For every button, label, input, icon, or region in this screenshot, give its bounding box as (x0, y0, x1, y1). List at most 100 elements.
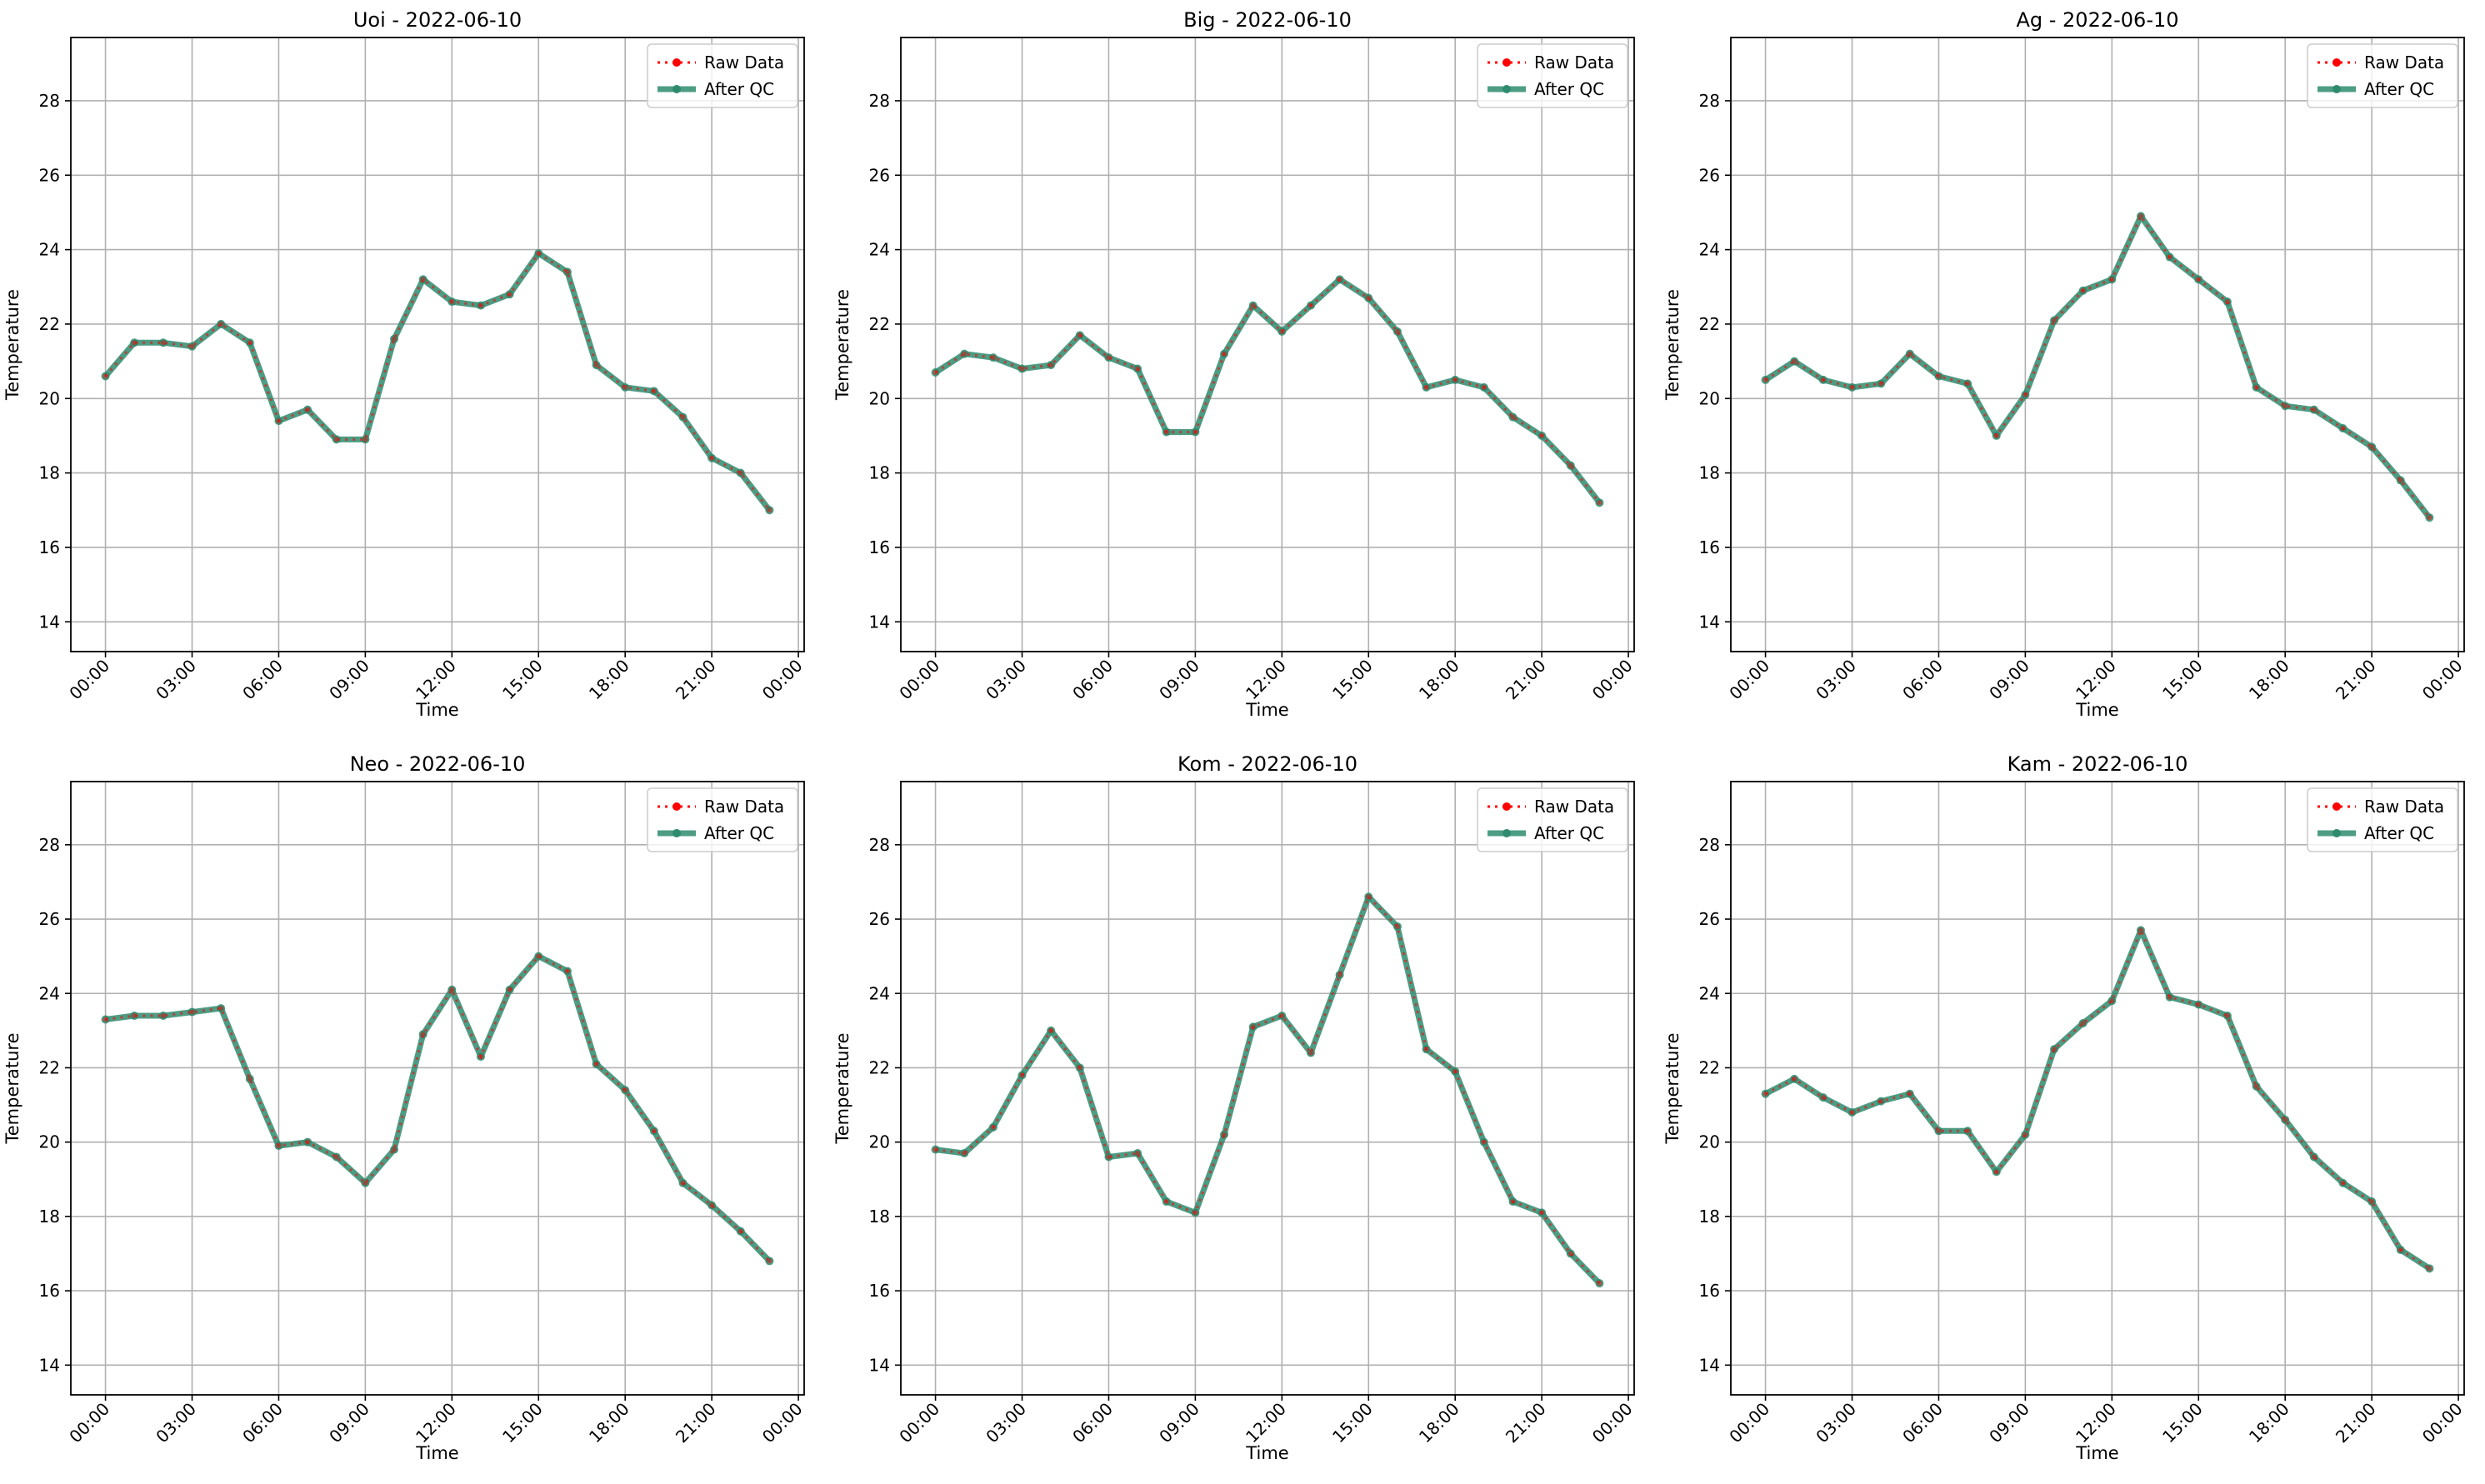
raw-data-point (1820, 1095, 1826, 1101)
raw-data-point (990, 1124, 996, 1130)
raw-data-point (1993, 1169, 1999, 1175)
raw-data-point (1048, 362, 1054, 368)
x-tick-label: 12:00 (1242, 656, 1290, 704)
raw-data-point (160, 340, 166, 346)
raw-data-point (160, 1013, 166, 1019)
raw-data-point (2340, 426, 2346, 431)
raw-data-point (1279, 328, 1285, 334)
raw-data-point (1965, 381, 1971, 387)
x-tick-label: 06:00 (1068, 1399, 1117, 1447)
x-tick-label: 15:00 (1328, 656, 1377, 704)
y-tick-label: 16 (869, 1281, 890, 1301)
after-qc-point (188, 1007, 197, 1017)
y-axis-label: Temperature (2, 289, 22, 401)
raw-data-point (2253, 1083, 2259, 1089)
legend-raw-marker (1502, 802, 1511, 811)
after-qc-point (1047, 361, 1056, 370)
raw-data-point (362, 1180, 368, 1186)
raw-data-point (564, 968, 570, 974)
after-qc-point (765, 506, 774, 515)
raw-data-point (2080, 287, 2086, 293)
x-axis-label: Time (415, 1443, 458, 1463)
raw-data-point (2167, 994, 2172, 1000)
legend: Raw Data After QC (1477, 43, 1628, 108)
subplot-3: 14 16 18 20 22 24 26 28 00:00 03:00 06:00 09:00 12:0… (1662, 8, 2467, 720)
y-tick-label: 14 (1699, 1355, 1720, 1375)
x-tick-label: 21:00 (2332, 656, 2380, 704)
raw-data-point (132, 1013, 138, 1019)
raw-data-point (2109, 277, 2115, 282)
y-tick-label: 20 (39, 1132, 60, 1152)
y-tick-label: 16 (869, 537, 890, 557)
legend-qc-label: After QC (2364, 79, 2434, 99)
legend-raw-marker (2332, 802, 2341, 811)
raw-data-point (2022, 392, 2028, 397)
raw-data-point (593, 362, 599, 368)
y-tick-label: 18 (1699, 1207, 1720, 1227)
raw-data-line (104, 252, 771, 512)
after-qc-point (988, 353, 998, 362)
after-qc-point (158, 1012, 168, 1021)
legend-qc-label: After QC (704, 79, 774, 99)
x-tick-label: 00:00 (65, 1399, 113, 1447)
raw-data-point (218, 1006, 224, 1012)
raw-data-point (218, 321, 224, 327)
after-qc-point (2425, 513, 2434, 522)
y-tick-label: 20 (39, 388, 60, 408)
raw-data-point (1539, 1210, 1545, 1216)
subplot-title: Big - 2022-06-10 (1183, 8, 1352, 32)
x-tick-label: 00:00 (895, 656, 943, 704)
raw-data-line (1764, 927, 2431, 1270)
x-tick-label: 03:00 (1812, 656, 1860, 704)
y-tick-label: 28 (869, 835, 890, 855)
legend-raw-marker (1502, 58, 1511, 67)
legend-qc-marker (1502, 85, 1511, 93)
legend-raw-label: Raw Data (1534, 797, 1614, 817)
y-tick-label: 16 (39, 537, 60, 557)
raw-data-point (2369, 444, 2375, 450)
y-tick-label: 22 (1699, 1057, 1720, 1077)
y-tick-label: 26 (1699, 165, 1720, 185)
y-tick-label: 22 (869, 1057, 890, 1077)
y-tick-label: 16 (39, 1281, 60, 1301)
raw-data-point (1222, 351, 1228, 357)
legend-raw-marker (2332, 58, 2341, 67)
after-qc-point (130, 1012, 139, 1021)
y-tick-label: 26 (869, 909, 890, 929)
raw-data-point (2080, 1020, 2086, 1026)
raw-data-point (449, 299, 455, 305)
legend-raw-label: Raw Data (2364, 797, 2444, 817)
raw-data-point (622, 1087, 628, 1093)
legend-qc-marker (1502, 829, 1511, 837)
y-axis-label: Temperature (2, 1032, 22, 1144)
raw-data-point (276, 1143, 282, 1149)
raw-data-point (1568, 1251, 1573, 1257)
raw-data-point (2052, 317, 2058, 323)
x-tick-label: 12:00 (2072, 656, 2120, 704)
raw-data-point (507, 292, 512, 297)
y-axis-label: Temperature (832, 1032, 852, 1144)
raw-data-point (2311, 1154, 2317, 1160)
raw-data-point (333, 1154, 339, 1160)
raw-data-point (1965, 1128, 1971, 1134)
raw-data-point (1481, 384, 1487, 390)
x-axis-label: Time (2075, 700, 2118, 720)
y-tick-label: 20 (869, 388, 890, 408)
x-tick-label: 06:00 (1898, 656, 1947, 704)
raw-data-point (1936, 1128, 1942, 1134)
raw-data-point (2398, 1247, 2403, 1253)
x-tick-label: 15:00 (498, 1399, 547, 1447)
legend-raw-label: Raw Data (704, 52, 784, 72)
raw-data-point (2282, 1117, 2288, 1122)
raw-data-point (1366, 894, 1372, 900)
y-tick-label: 22 (39, 1057, 60, 1077)
raw-data-point (2196, 277, 2202, 282)
raw-data-point (420, 277, 426, 282)
subplot-title: Uoi - 2022-06-10 (353, 8, 522, 32)
y-tick-label: 20 (869, 1132, 890, 1152)
after-qc-point (448, 297, 457, 307)
x-tick-label: 09:00 (1155, 1399, 1203, 1447)
raw-data-point (1907, 351, 1912, 357)
legend-raw-label: Raw Data (2364, 52, 2444, 72)
